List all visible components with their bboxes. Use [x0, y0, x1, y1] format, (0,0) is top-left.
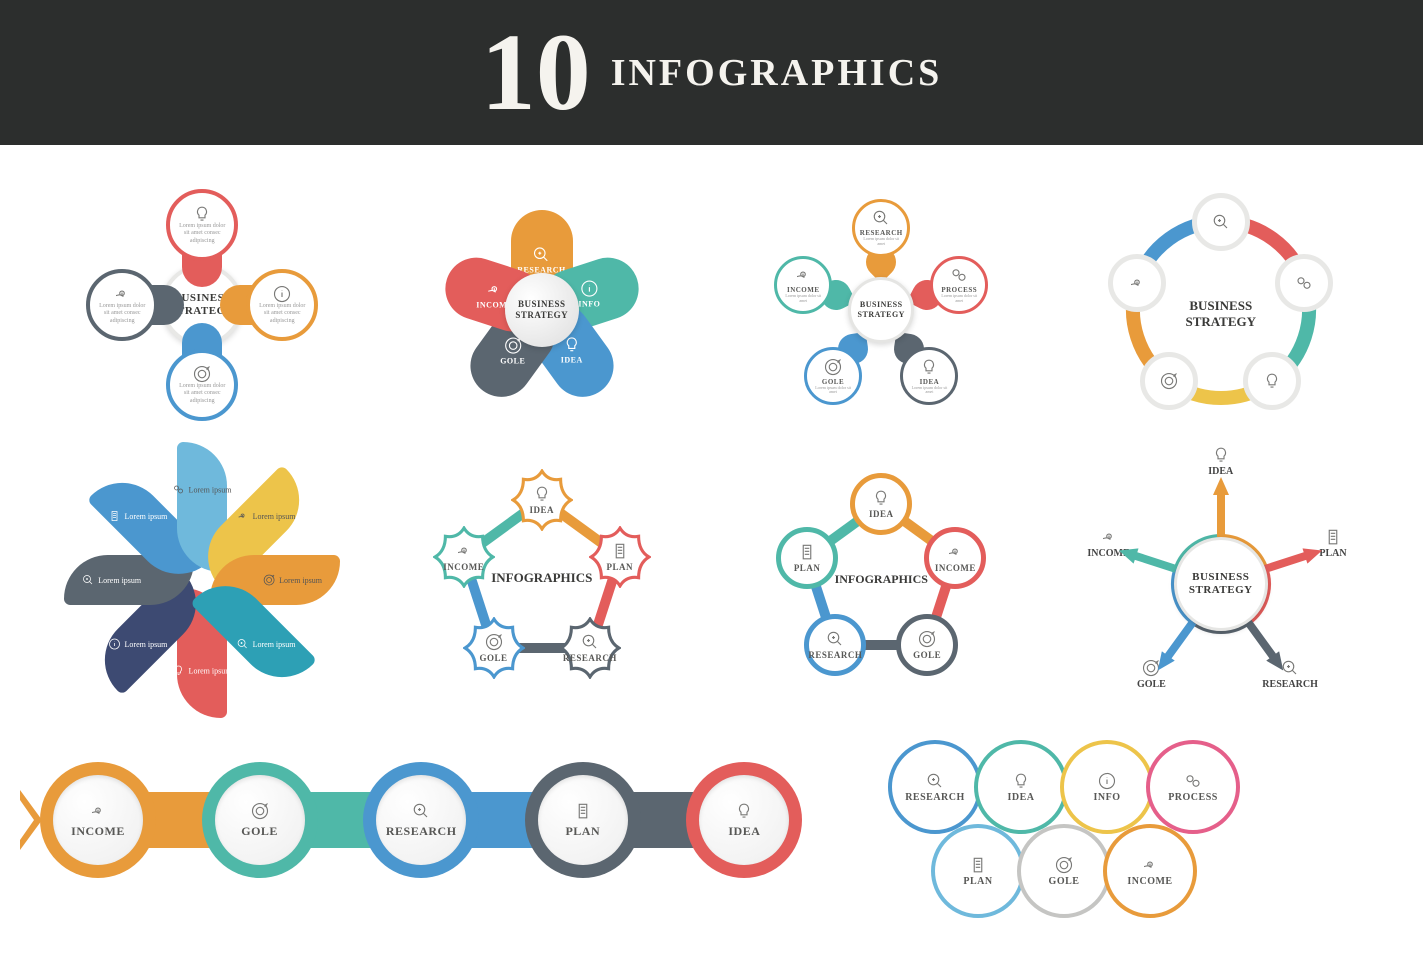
g9-item-1: GOLE [202, 762, 364, 878]
g3-node-0: RESEARCHLorem ipsum dolor sit amet [852, 199, 910, 257]
g6-node-0: IDEA [511, 469, 573, 531]
infographic-10: RESEARCHIDEAINFOPROCESS PLANGOLEINCOME [878, 740, 1383, 940]
infographic-4: BUSINESSSTRATEGY [1059, 175, 1384, 435]
g10-r2-2: INCOME [1103, 824, 1197, 918]
g1-node-1: Lorem ipsum dolor sit amet consec adipis… [246, 269, 318, 341]
g10-r1-0: RESEARCH [888, 740, 982, 834]
header: 10 INFOGRAPHICS [0, 0, 1423, 145]
g8-label-0: IDEA [1191, 446, 1251, 477]
g2-center: BUSINESSSTRATEGY [505, 273, 579, 347]
g7-node-2: GOLE [896, 614, 958, 676]
g4-node-1 [1275, 254, 1333, 312]
row-3: INCOME GOLE RESEARCH PLAN IDEA RESEARCHI… [0, 730, 1423, 970]
g3-center: BUSINESSSTRATEGY [848, 277, 914, 343]
g6-node-1: PLAN [589, 526, 651, 588]
g9-item-3: PLAN [525, 762, 687, 878]
g9-item-0: INCOME [40, 762, 202, 878]
g4-node-0 [1192, 193, 1250, 251]
g3-node-2: IDEALorem ipsum dolor sit amet [900, 347, 958, 405]
g9-item-4: IDEA [686, 762, 848, 878]
g7-node-4: PLAN [776, 527, 838, 589]
g1-node-3: Lorem ipsum dolor sit amet consec adipis… [86, 269, 158, 341]
infographic-8: BUSINESSSTRATEGYIDEAPLANRESEARCHGOLEINCO… [1059, 450, 1384, 710]
g4-node-3 [1140, 352, 1198, 410]
g6-node-4: INCOME [433, 526, 495, 588]
infographic-grid: BUSINESSSTRATEGY Lorem ipsum dolor sit am… [0, 145, 1423, 730]
infographic-3: BUSINESSSTRATEGY RESEARCHLorem ipsum dolo… [719, 175, 1044, 435]
header-text: INFOGRAPHICS [611, 51, 943, 95]
g10-r2-0: PLAN [931, 824, 1025, 918]
g10-r2-1: GOLE [1017, 824, 1111, 918]
header-number: 10 [481, 9, 591, 136]
g7-node-0: IDEA [850, 473, 912, 535]
g7-node-3: RESEARCH [804, 614, 866, 676]
infographic-6: INFOGRAPHICSIDEAPLANRESEARCHGOLEINCOME [380, 450, 705, 710]
g8-center: BUSINESSSTRATEGY [1174, 537, 1268, 631]
g10-r1-3: PROCESS [1146, 740, 1240, 834]
g1-node-0: Lorem ipsum dolor sit amet consec adipis… [166, 189, 238, 261]
infographic-5: Lorem ipsumLorem ipsumLorem ipsumLorem i… [40, 450, 365, 710]
infographic-1: BUSINESSSTRATEGYLorem ipsum dolor sit am… [40, 175, 365, 435]
g3-node-4: INCOMELorem ipsum dolor sit amet [774, 256, 832, 314]
g8-arrow-0 [1213, 477, 1229, 537]
g6-node-2: RESEARCH [559, 617, 621, 679]
g3-node-1: PROCESSLorem ipsum dolor sit amet [930, 256, 988, 314]
g10-r1-2: INFO [1060, 740, 1154, 834]
g3-node-3: GOLELorem ipsum dolor sit amet [804, 347, 862, 405]
infographic-7: INFOGRAPHICSIDEAINCOMEGOLERESEARCHPLAN [719, 450, 1044, 710]
infographic-9: INCOME GOLE RESEARCH PLAN IDEA [40, 740, 848, 900]
infographic-2: RESEARCHINFOIDEAGOLEINCOMEBUSINESSSTRATE… [380, 175, 705, 435]
g6-node-3: GOLE [463, 617, 525, 679]
g4-node-4 [1108, 254, 1166, 312]
g10-r1-1: IDEA [974, 740, 1068, 834]
g9-item-2: RESEARCH [363, 762, 525, 878]
g7-node-1: INCOME [924, 527, 986, 589]
g1-node-2: Lorem ipsum dolor sit amet consec adipis… [166, 349, 238, 421]
